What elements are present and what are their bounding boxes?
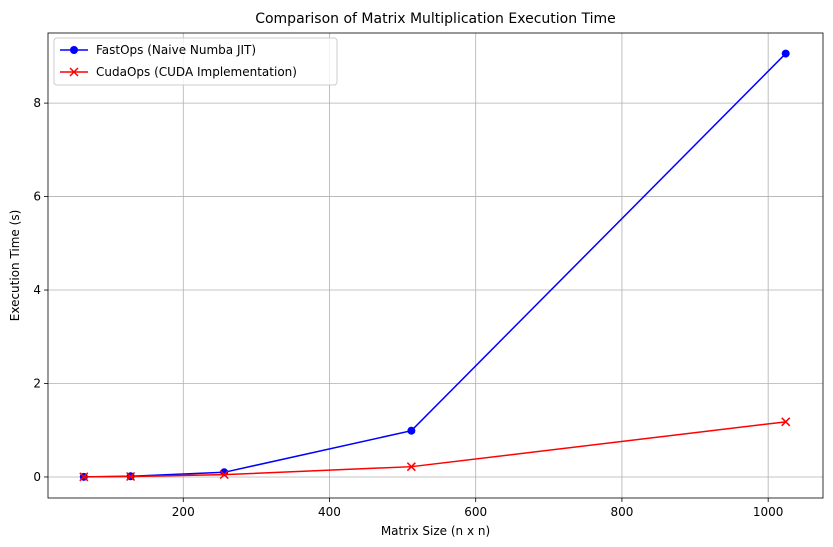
- series-layer: [79, 49, 791, 482]
- data-point: [406, 462, 416, 472]
- data-point: [407, 426, 416, 435]
- data-point: [126, 471, 136, 482]
- legend-entry: FastOps (Naive Numba JIT): [60, 43, 256, 57]
- y-tick-label: 2: [33, 377, 41, 391]
- x-tick-label: 800: [610, 505, 633, 519]
- series-line: [83, 53, 787, 478]
- legend-entry: CudaOps (CUDA Implementation): [60, 65, 297, 79]
- x-tick-label: 400: [318, 505, 341, 519]
- grid: [48, 33, 823, 498]
- x-tick-label: 200: [172, 505, 195, 519]
- series-0: [79, 49, 790, 481]
- x-axis-label: Matrix Size (n x n): [381, 524, 490, 538]
- series-line: [83, 421, 786, 478]
- ticks: 200 400 600 800 1000 0 2 4 6 8: [33, 96, 783, 519]
- legend-box: [53, 37, 338, 86]
- legend-marker: [69, 67, 79, 77]
- data-point: [781, 49, 790, 58]
- chart-title: Comparison of Matrix Multiplication Exec…: [255, 11, 616, 27]
- y-tick-label: 4: [33, 283, 41, 297]
- data-point: [79, 472, 89, 482]
- legend: FastOps (Naive Numba JIT) CudaOps (CUDA I…: [53, 37, 338, 86]
- x-tick-label: 1000: [753, 505, 784, 519]
- legend-marker: [70, 46, 78, 54]
- series-1: [79, 417, 791, 482]
- y-tick-label: 0: [33, 470, 41, 484]
- y-axis-label: Execution Time (s): [8, 210, 22, 322]
- data-point: [781, 417, 791, 427]
- legend-label: CudaOps (CUDA Implementation): [96, 65, 297, 79]
- plot-frame: [47, 32, 824, 499]
- x-tick-label: 600: [464, 505, 487, 519]
- y-tick-label: 6: [33, 190, 41, 204]
- data-point: [219, 470, 229, 480]
- y-tick-label: 8: [33, 96, 41, 110]
- legend-label: FastOps (Naive Numba JIT): [96, 43, 256, 57]
